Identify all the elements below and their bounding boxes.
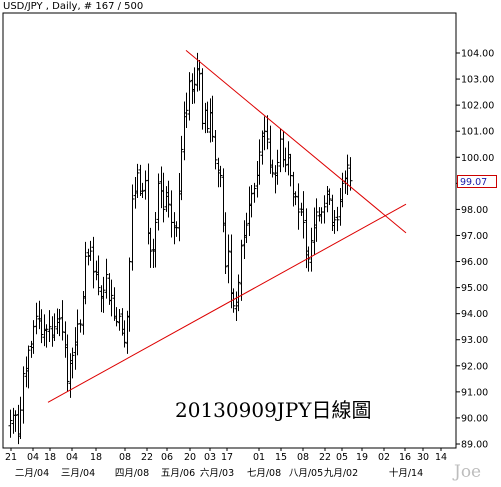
date-tick-label: 22 bbox=[319, 452, 331, 463]
month-label: 六月/03 bbox=[200, 467, 234, 479]
chart-title: USD/JPY , Daily, # 167 / 500 bbox=[3, 1, 144, 12]
price-tick-label: 102.00 bbox=[461, 101, 494, 112]
date-tick-label: 06 bbox=[161, 452, 173, 463]
date-tick-label: 05 bbox=[336, 452, 348, 463]
date-tick-label: 30 bbox=[417, 452, 429, 463]
date-tick-label: 19 bbox=[356, 452, 368, 463]
month-label: 四月/08 bbox=[115, 468, 149, 479]
date-tick-label: 17 bbox=[221, 452, 233, 463]
month-label: 八月/05 bbox=[289, 468, 323, 479]
price-tick-label: 92.00 bbox=[461, 361, 488, 372]
chart-annotation: 20130909JPY日線圖 bbox=[175, 398, 372, 422]
date-tick-label: 21 bbox=[5, 452, 17, 463]
date-tick-label: 08 bbox=[119, 452, 131, 463]
date-tick-label: 08 bbox=[297, 452, 309, 463]
ohlc-bars bbox=[8, 52, 353, 445]
price-tick-label: 94.00 bbox=[461, 309, 488, 320]
price-tick-label: 91.00 bbox=[461, 387, 488, 398]
date-tick-label: 16 bbox=[399, 452, 411, 463]
date-tick-label: 18 bbox=[44, 452, 56, 463]
date-tick-label: 01 bbox=[253, 452, 265, 463]
trendlines bbox=[47, 50, 407, 403]
watermark: Joe bbox=[454, 462, 482, 482]
price-tick-label: 98.00 bbox=[461, 205, 488, 216]
date-tick-label: 02 bbox=[378, 452, 390, 463]
date-tick-label: 20 bbox=[184, 452, 196, 463]
date-tick-label: 04 bbox=[27, 452, 39, 463]
price-tick-label: 89.00 bbox=[461, 440, 488, 451]
date-tick-label: 03 bbox=[204, 452, 216, 463]
date-tick-label: 14 bbox=[435, 452, 447, 463]
price-tick-label: 100.00 bbox=[461, 153, 494, 164]
trendline bbox=[185, 50, 407, 234]
price-tick-label: 104.00 bbox=[461, 49, 494, 60]
price-tick-label: 97.00 bbox=[461, 231, 488, 242]
month-label: 二月/04 bbox=[15, 468, 49, 479]
month-label: 七月/08 bbox=[247, 468, 281, 479]
date-tick-label: 18 bbox=[90, 452, 102, 463]
month-label: 五月/06 bbox=[161, 468, 195, 479]
date-axis-ticks: 21 04 18 04 18 08 22 06 20 03 17 01 15 08 22 05 19 02 16 30… bbox=[5, 448, 447, 479]
price-tick-label: 95.00 bbox=[461, 283, 488, 294]
price-tick-label: 96.00 bbox=[461, 257, 488, 268]
current-price-label: 99.07 bbox=[457, 174, 497, 188]
date-tick-label: 04 bbox=[66, 452, 78, 463]
price-tick-label: 90.00 bbox=[461, 413, 488, 424]
month-label: 九月/02 bbox=[324, 467, 358, 479]
price-tick-label: 103.00 bbox=[461, 75, 494, 86]
trendline bbox=[47, 203, 407, 403]
month-label: 十月/14 bbox=[389, 467, 423, 479]
month-label: 三月/04 bbox=[61, 468, 95, 479]
chart-frame bbox=[2, 12, 457, 449]
date-tick-label: 15 bbox=[275, 452, 287, 463]
price-tick-label: 101.00 bbox=[461, 127, 494, 138]
price-axis-ticks: 104.00103.00102.00101.00100.0099.0098.00… bbox=[456, 49, 494, 451]
date-tick-label: 22 bbox=[141, 452, 153, 463]
price-tick-label: 93.00 bbox=[461, 335, 488, 346]
